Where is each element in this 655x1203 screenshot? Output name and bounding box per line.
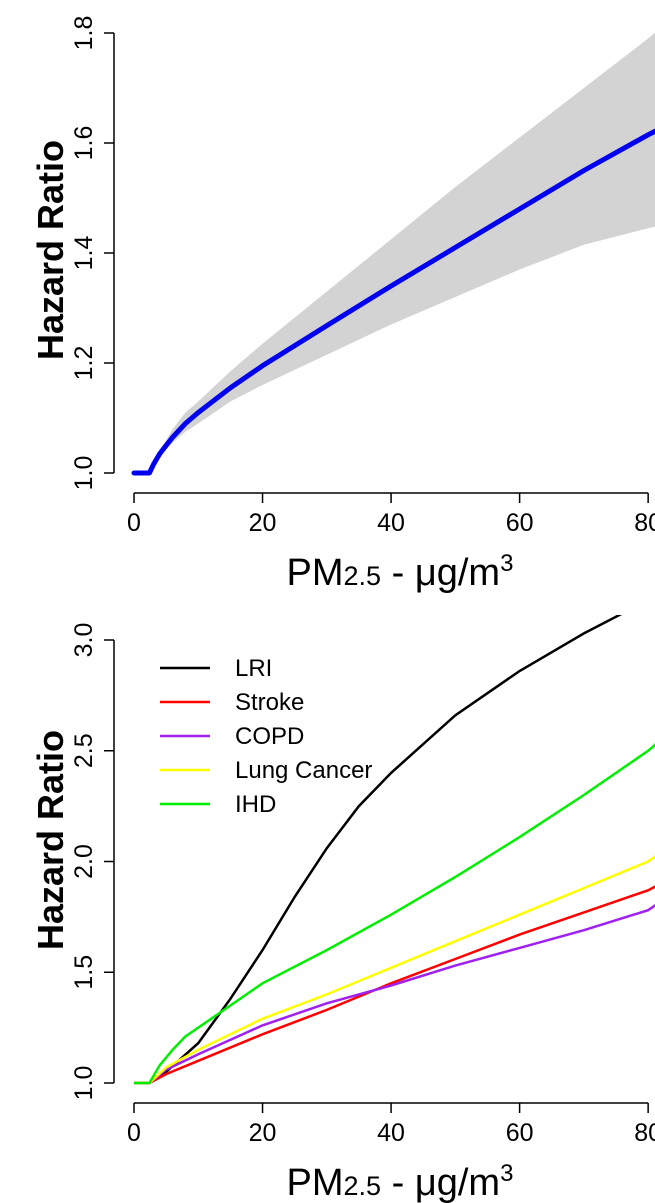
series-line-copd [134,903,655,1085]
x-tick-label: 60 [506,509,534,537]
x-axis: 0 20 40 60 80 [127,1102,655,1147]
x-axis: 0 20 40 60 80 [127,492,655,537]
y-axis-title: Hazard Ratio [30,140,71,360]
legend-label: IHD [235,791,276,818]
y-axis: 1.0 1.5 2.0 2.5 3.0 [70,623,115,1101]
y-tick-label: 1.2 [70,346,98,381]
x-tick-label: 80 [634,1119,655,1147]
y-tick-label: 1.5 [70,955,98,990]
x-axis-title-superscript: 3 [500,1160,513,1187]
y-tick-label: 1.6 [70,126,98,161]
x-axis-title-unit: - μg/m [381,1162,500,1203]
x-tick-label: 0 [127,1119,141,1147]
y-tick-label: 3.0 [70,623,98,658]
confidence-band [134,32,655,473]
legend-item-stroke: Stroke [160,689,304,716]
y-tick-label: 2.5 [70,733,98,768]
x-tick-label: 20 [249,509,277,537]
legend-label: LRI [235,655,272,682]
y-axis: 1.0 1.2 1.4 1.6 1.8 [70,16,115,491]
legend-label: Stroke [235,689,304,716]
chart-panel-top: 0 20 40 60 80 1.0 1.2 1.4 1.6 1.8 Hazard Ratio P… [30,16,655,594]
x-tick-label: 80 [634,509,655,537]
legend-label: COPD [235,723,304,750]
x-axis-title-superscript: 3 [500,550,513,577]
x-axis-title-subscript: 2.5 [344,561,382,591]
legend-item-ihd: IHD [160,791,276,818]
x-tick-label: 60 [506,1119,534,1147]
plot-area-bottom [134,615,655,1085]
y-tick-label: 1.4 [70,236,98,271]
x-axis-title-main: PM [287,1162,344,1203]
x-tick-label: 20 [249,1119,277,1147]
x-axis-title-main: PM [287,552,344,594]
legend-item-copd: COPD [160,723,304,750]
series-line-ihd [134,743,655,1085]
plot-area-top [131,32,655,476]
legend: LRI Stroke COPD Lung Cancer IHD [160,655,372,818]
y-tick-label: 1.0 [70,456,98,491]
series-line-lri [134,615,623,1085]
x-tick-label: 40 [377,509,405,537]
x-tick-label: 40 [377,1119,405,1147]
x-axis-title: PM2.5 - μg/m3 [287,1160,514,1203]
x-axis-title-subscript: 2.5 [344,1171,382,1201]
y-tick-label: 1.8 [70,16,98,51]
legend-item-lung-cancer: Lung Cancer [160,757,372,784]
x-axis-title: PM2.5 - μg/m3 [287,550,514,594]
x-tick-label: 0 [127,509,141,537]
chart-panel-bottom: 0 20 40 60 80 1.0 1.5 2.0 2.5 3.0 LRI Stroke COP… [30,615,655,1203]
y-axis-title: Hazard Ratio [30,730,71,950]
y-tick-label: 2.0 [70,844,98,879]
hazard-ratio-line [131,128,655,476]
series-line-stroke [134,885,655,1085]
y-tick-label: 1.0 [70,1066,98,1101]
legend-item-lri: LRI [160,655,272,682]
series-line-lung-cancer [134,855,655,1085]
legend-label: Lung Cancer [235,757,372,784]
x-axis-title-unit: - μg/m [381,552,500,594]
